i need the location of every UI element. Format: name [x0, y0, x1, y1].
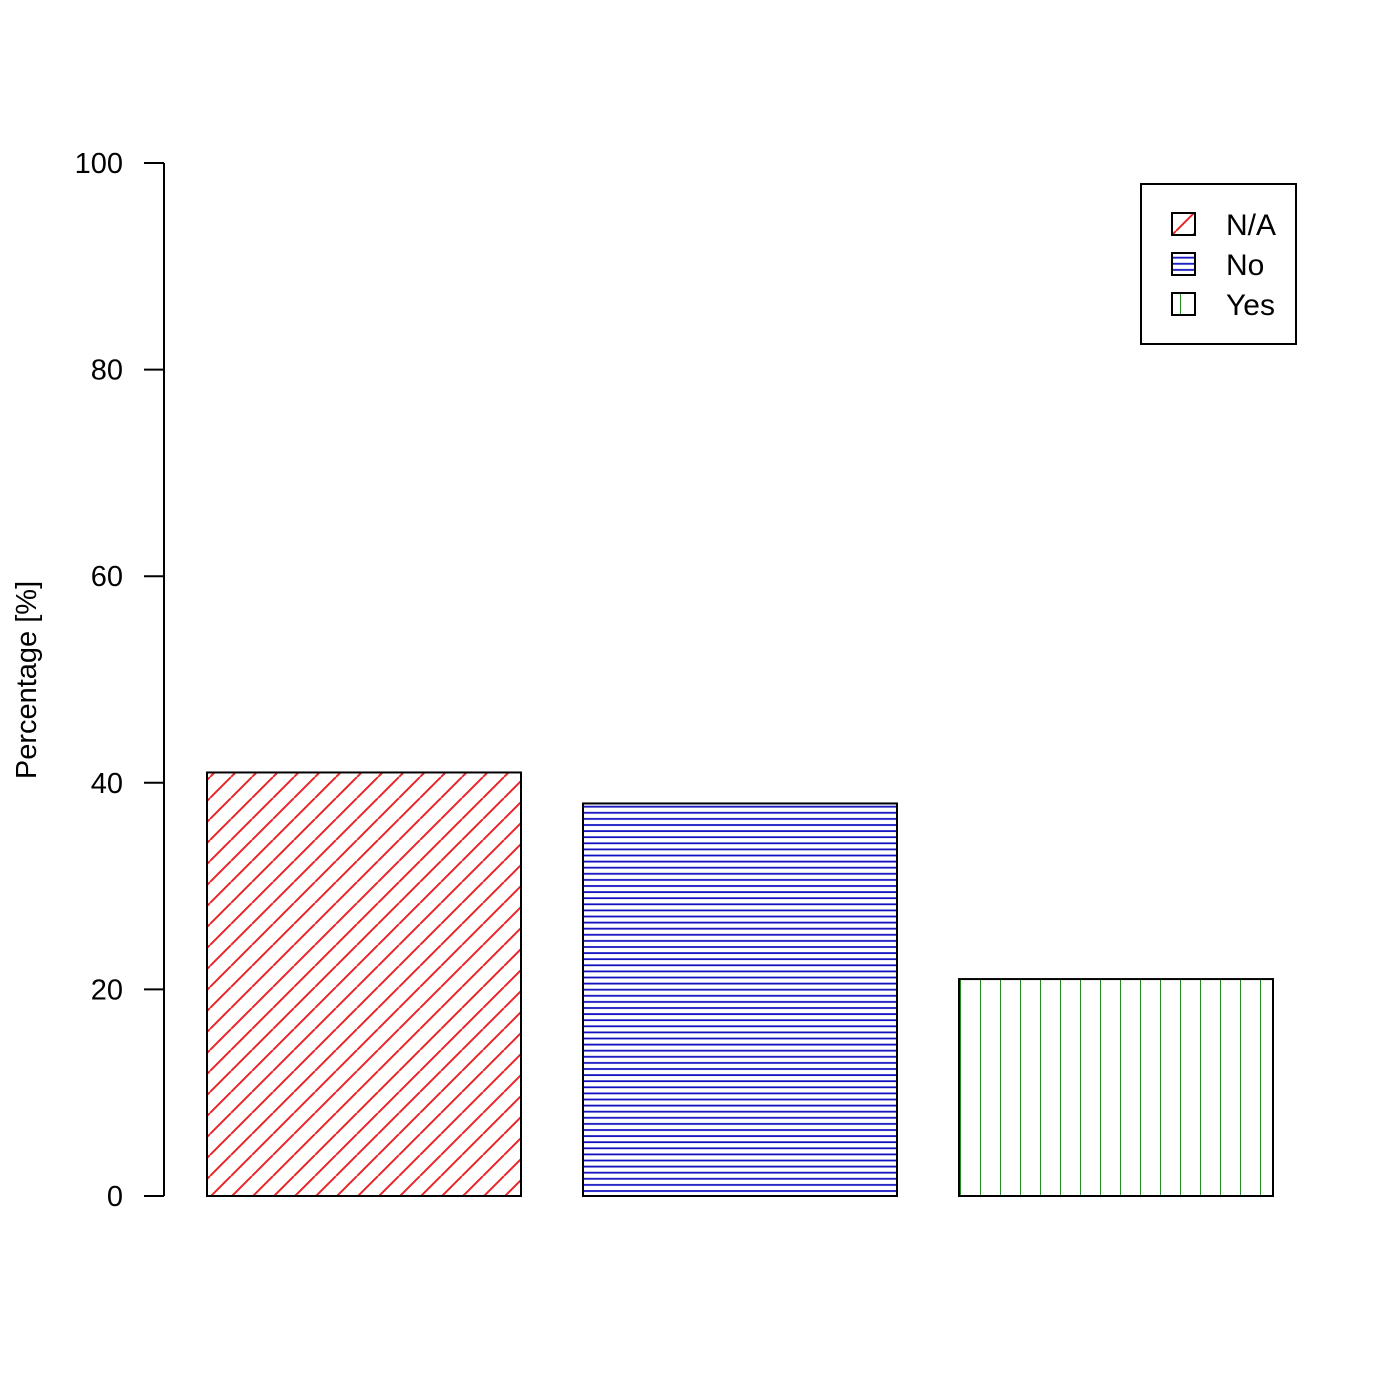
y-ticks: 0 20 40 60 80 100: [75, 148, 164, 1213]
y-axis: 0 20 40 60 80 100: [75, 148, 165, 1213]
legend-swatch: [1171, 252, 1196, 276]
legend-swatch: [1171, 212, 1196, 236]
bars: [206, 771, 1274, 1198]
legend-box: [1140, 183, 1297, 345]
y-tick-label: 60: [91, 561, 123, 593]
bar-no: [582, 802, 898, 1198]
legend-label: N/A: [1226, 209, 1276, 242]
legend-items: N/A No Yes: [1171, 209, 1276, 322]
legend: N/A No Yes: [1140, 183, 1297, 345]
y-axis-title: Percentage [%]: [11, 581, 43, 779]
bar-yes: [958, 978, 1274, 1197]
legend-label: Yes: [1226, 289, 1275, 322]
bar-na: [206, 771, 522, 1197]
y-tick-label: 0: [107, 1181, 123, 1213]
y-tick-label: 40: [91, 768, 123, 800]
legend-swatch: [1171, 292, 1196, 316]
y-tick-label: 20: [91, 974, 123, 1006]
y-tick-label: 80: [91, 355, 123, 387]
legend-label: No: [1226, 249, 1264, 282]
y-tick-label: 100: [75, 148, 123, 180]
